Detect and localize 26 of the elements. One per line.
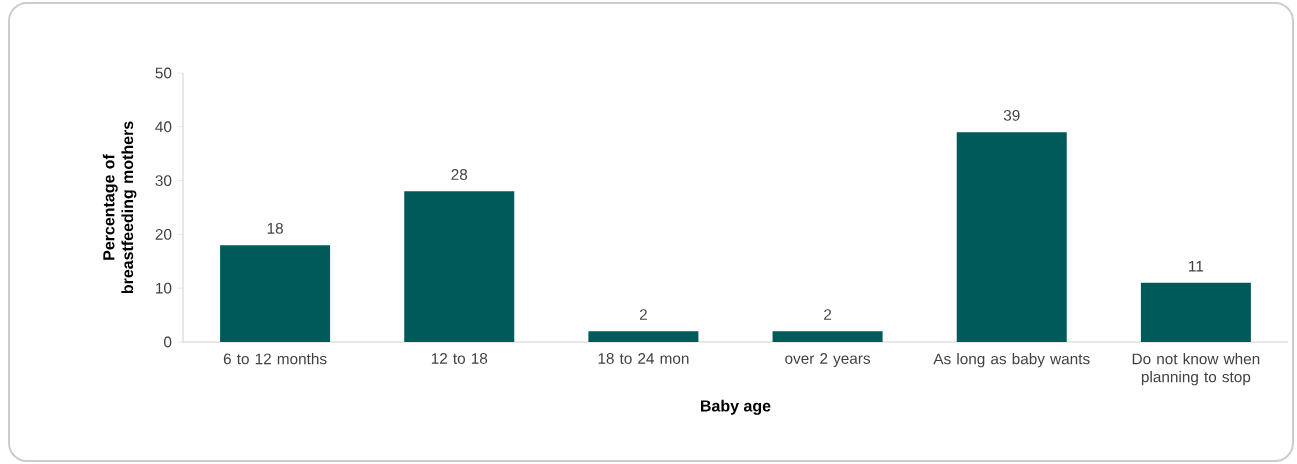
data-label: 18 [267, 222, 283, 234]
data-label: 2 [824, 309, 832, 320]
y-tick-label: 50 [155, 67, 172, 79]
bar [956, 132, 1067, 342]
y-tick-label: 20 [155, 228, 172, 240]
x-tick-label: over 2 years [785, 353, 871, 367]
data-label: 2 [639, 309, 647, 320]
x-tick-label: Do not know when planning to stop [1132, 353, 1260, 386]
x-tick-label: 18 to 24 mon [598, 353, 689, 364]
bar [1140, 282, 1251, 342]
x-tick-label: 12 to 18 [431, 353, 488, 364]
x-axis-title: Baby age [701, 399, 771, 415]
x-tick-label: As long as baby wants [933, 353, 1090, 368]
data-label: 39 [1003, 109, 1020, 121]
y-tick-label: 30 [155, 175, 172, 187]
bar [220, 245, 331, 342]
y-tick-label: 0 [164, 336, 172, 348]
y-axis-title: Percentage of breastfeeding mothers [102, 121, 137, 294]
y-tick-label: 10 [156, 282, 172, 294]
bar [404, 191, 515, 342]
bar [588, 331, 699, 342]
x-tick-label: 6 to 12 months [223, 353, 327, 365]
data-label: 11 [1189, 260, 1204, 272]
y-tick-label: 40 [155, 121, 172, 133]
data-label: 28 [451, 169, 468, 180]
bar [772, 331, 883, 342]
